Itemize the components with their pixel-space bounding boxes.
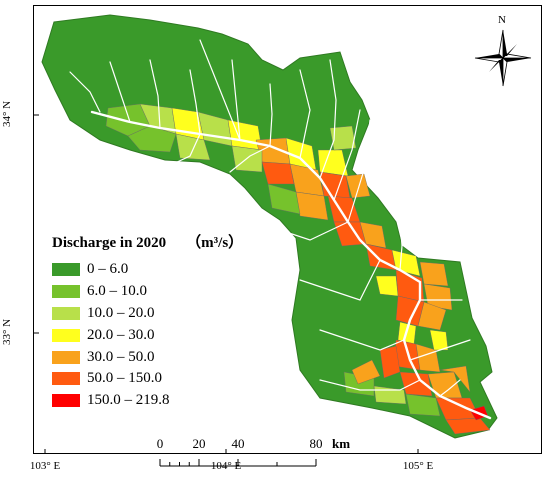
- legend-title-text: Discharge in 2020: [52, 235, 167, 251]
- legend-label: 150.0 – 219.8: [87, 392, 170, 409]
- legend-swatch: [52, 263, 80, 277]
- longitude-label-103: 103° E: [29, 460, 61, 472]
- longitude-label-105: 105° E: [402, 460, 434, 472]
- legend-item: 150.0 – 219.8: [52, 390, 243, 412]
- legend-swatch: [52, 328, 80, 342]
- map-frame: [33, 5, 542, 454]
- legend-label: 0 – 6.0: [87, 261, 129, 278]
- legend-label: 50.0 – 150.0: [87, 370, 162, 387]
- legend-label: 10.0 – 20.0: [87, 304, 155, 321]
- legend-label: 6.0 – 10.0: [87, 283, 147, 300]
- scale-bar: 0 20 40 80 km: [150, 436, 350, 476]
- north-arrow-icon: [474, 29, 532, 87]
- scale-bar-label-0: 0: [156, 436, 164, 451]
- scale-bar-unit: km: [332, 436, 351, 451]
- legend-swatch: [52, 306, 80, 320]
- legend-item: 10.0 – 20.0: [52, 303, 243, 325]
- legend-swatch: [52, 372, 80, 386]
- river-network: [69, 39, 492, 420]
- legend-swatch: [52, 394, 80, 408]
- legend-label: 30.0 – 50.0: [87, 348, 155, 365]
- legend-swatch: [52, 285, 80, 299]
- scale-bar-label-40: 40: [231, 436, 245, 451]
- legend-item: 20.0 – 30.0: [52, 324, 243, 346]
- legend-title: Discharge in 2020 （m³/s）: [52, 231, 243, 252]
- legend-item: 50.0 – 150.0: [52, 368, 243, 390]
- legend-label: 20.0 – 30.0: [87, 326, 155, 343]
- scale-bar-label-20: 20: [192, 436, 206, 451]
- graticule-ticks: [33, 114, 419, 454]
- scale-bar-label-80: 80: [309, 436, 323, 451]
- legend-swatch: [52, 350, 80, 364]
- north-label: N: [498, 14, 506, 26]
- scale-bar-graphic: [159, 459, 317, 467]
- legend-item: 6.0 – 10.0: [52, 281, 243, 303]
- latitude-label-34: 34° N: [1, 100, 14, 128]
- latitude-label-33: 33° N: [1, 318, 14, 346]
- legend-item: 30.0 – 50.0: [52, 346, 243, 368]
- legend-item: 0 – 6.0: [52, 259, 243, 281]
- legend: Discharge in 2020 （m³/s） 0 – 6.0 6.0 – 10.…: [52, 231, 243, 412]
- legend-items: 0 – 6.0 6.0 – 10.0 10.0 – 20.0 20.0 – 30.0 3…: [52, 259, 243, 412]
- legend-unit: （m³/s）: [186, 235, 244, 251]
